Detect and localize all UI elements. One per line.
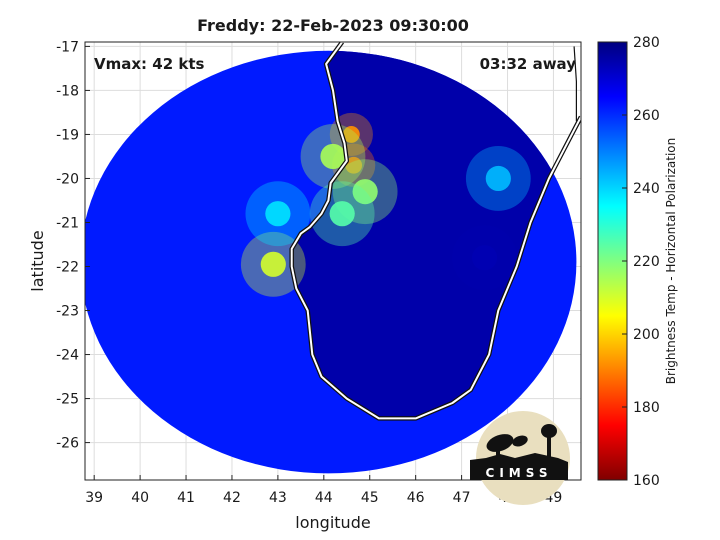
- y-tick-label: -19: [56, 127, 79, 143]
- colorbar-tick-label: 260: [633, 108, 660, 124]
- feature-core: [471, 245, 498, 271]
- time-away-annotation: 03:32 away: [480, 55, 577, 73]
- feature-core: [345, 156, 363, 174]
- feature-core: [265, 201, 291, 227]
- x-tick-label: 44: [315, 490, 333, 506]
- y-tick-label: -20: [56, 171, 79, 187]
- logo-tower-leg: [547, 436, 551, 460]
- swath-layer: [85, 50, 577, 474]
- x-axis: 3940414243444546474849: [85, 475, 562, 506]
- coastline-north: [573, 46, 578, 122]
- feature-core: [260, 251, 286, 277]
- logo-text: CIMSS: [486, 466, 553, 480]
- chart-title: Freddy: 22-Feb-2023 09:30:00: [197, 16, 469, 35]
- y-axis-label: latitude: [28, 230, 47, 291]
- y-tick-label: -18: [56, 83, 79, 99]
- x-tick-label: 45: [361, 490, 379, 506]
- feature-core: [485, 165, 511, 192]
- feature-core: [342, 126, 360, 143]
- x-tick-label: 41: [177, 490, 195, 506]
- cimss-logo: CIMSS: [470, 411, 570, 505]
- coastline-layer: [289, 42, 581, 421]
- colorbar-tick-label: 200: [633, 327, 660, 343]
- logo-small-dish-icon: [512, 435, 528, 447]
- land-region: [291, 50, 577, 474]
- colorbar-tick-label: 180: [633, 400, 660, 416]
- x-tick-label: 42: [223, 490, 241, 506]
- plot-frame: [84, 41, 582, 481]
- x-tick-label: 43: [269, 490, 287, 506]
- colorbar-tick-label: 160: [633, 473, 660, 489]
- y-axis: -17 -18 -19 -20 -21 -22 -23 -24 -25 -26: [56, 39, 90, 452]
- colorbar-tick-label: 240: [633, 181, 660, 197]
- x-tick-label: 40: [131, 490, 149, 506]
- y-tick-label: -22: [56, 260, 79, 276]
- coastline: [290, 42, 581, 420]
- y-tick-label: -17: [56, 39, 79, 55]
- y-tick-label: -21: [56, 215, 79, 231]
- y-tick-label: -26: [56, 436, 79, 452]
- feature-core: [352, 179, 378, 205]
- x-axis-label: longitude: [295, 513, 370, 532]
- feature-core: [320, 143, 346, 170]
- x-tick-label: 39: [85, 490, 103, 506]
- feature-core: [329, 201, 355, 227]
- colorbar-ticks: 160 180 200 220 240 260 280: [622, 35, 660, 489]
- colorbar-tick-label: 220: [633, 254, 660, 270]
- logo-base: [470, 453, 568, 480]
- colorbar-label: Brightness Temp - Horizontal Polarizatio…: [664, 138, 678, 385]
- logo-tower-tank-icon: [541, 424, 557, 438]
- colorbar-tick-label: 280: [633, 35, 660, 51]
- y-tick-label: -24: [56, 348, 79, 364]
- x-tick-label: 46: [407, 490, 425, 506]
- x-tick-label: 47: [453, 490, 471, 506]
- logo-dish-mount: [496, 446, 500, 458]
- logo-dish-icon: [486, 434, 514, 452]
- y-tick-label: -23: [56, 304, 79, 320]
- vmax-annotation: Vmax: 42 kts: [94, 55, 204, 73]
- y-tick-label: -25: [56, 392, 79, 408]
